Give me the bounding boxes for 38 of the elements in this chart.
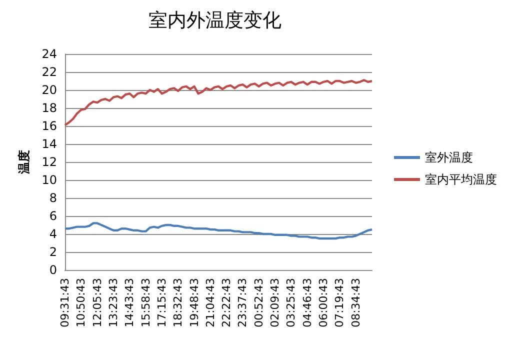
y-tick-label: 24 [42,47,57,61]
y-tick-label: 4 [49,227,57,241]
x-tick-label: 13:23:43 [106,278,120,328]
x-tick-label: 09:31:43 [58,278,72,328]
x-tick-label: 14:43:43 [123,278,136,328]
y-tick-label: 16 [42,119,57,133]
x-tick-label: 15:58:43 [139,278,152,328]
line-series [64,79,374,126]
x-tick-label: 12:05:43 [90,278,104,328]
y-axis-title: 温度 [17,150,31,175]
y-tick-label: 2 [49,245,57,259]
legend-label: 室外温度 [425,150,473,164]
line-series [64,222,374,240]
x-tick-label: 18:32:43 [172,278,185,328]
x-tick-label: 02:09:43 [268,278,282,328]
x-tick-label: 03:25:43 [284,278,298,328]
x-tick-label: 00:52:43 [252,278,266,328]
y-tick-label: 0 [49,263,57,277]
y-tick-label: 12 [42,155,57,169]
y-tick-label: 20 [42,83,57,97]
x-tick-label: 07:19:43 [333,278,346,328]
y-tick-label: 10 [42,173,57,187]
x-tick-label: 10:50:43 [74,278,88,328]
y-tick-label: 6 [49,209,57,223]
y-tick-label: 8 [49,191,57,205]
x-tick-label: 06:00:43 [317,278,330,328]
chart-title: 室内外温度变化 [148,10,282,32]
x-tick-label: 23:37:43 [236,278,250,328]
y-tick-label: 14 [42,137,57,151]
x-tick-label: 17:15:43 [155,278,168,328]
x-tick-label: 19:48:43 [188,278,201,328]
x-tick-label: 08:34:43 [349,278,362,328]
x-tick-label: 04:46:43 [300,278,314,328]
y-tick-label: 22 [42,65,57,79]
x-tick-label: 22:22:43 [220,278,234,328]
x-tick-label: 21:04:43 [204,278,217,328]
legend-label: 室内平均温度 [425,172,497,186]
y-tick-label: 18 [42,101,57,115]
